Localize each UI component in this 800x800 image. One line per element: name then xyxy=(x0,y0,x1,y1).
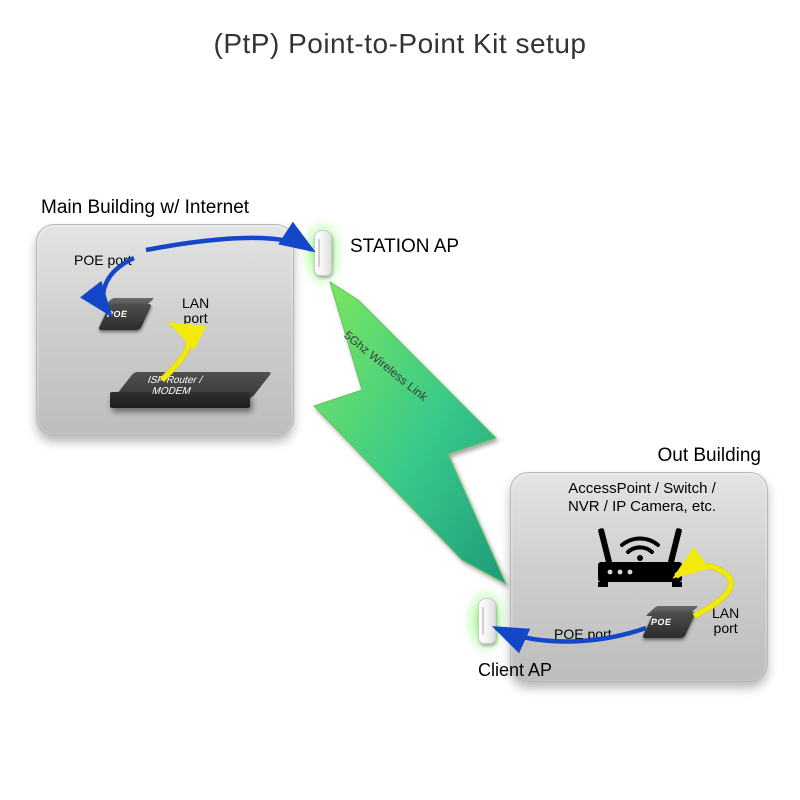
out-lan-arrow xyxy=(676,566,731,616)
main-poe-arrow-down xyxy=(103,258,134,314)
wireless-link-bolt xyxy=(0,0,800,800)
main-lan-arrow xyxy=(162,324,189,380)
out-poe-arrow xyxy=(496,628,646,642)
diagram-canvas: (PtP) Point-to-Point Kit setup Main Buil… xyxy=(0,0,800,800)
main-poe-arrow-out xyxy=(146,238,312,250)
